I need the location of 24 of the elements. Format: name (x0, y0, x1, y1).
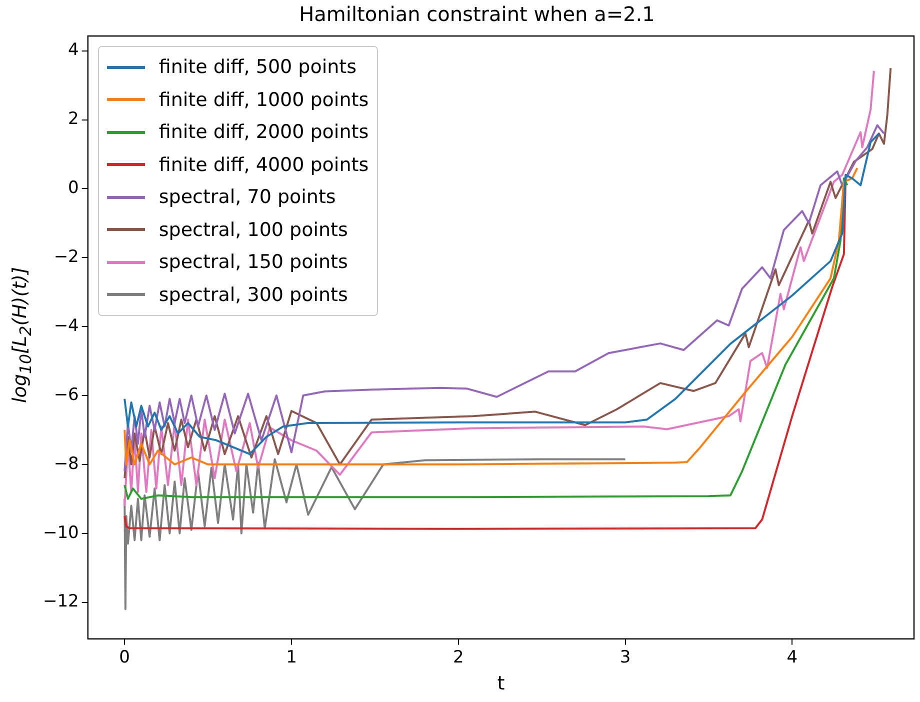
legend-label: finite diff, 4000 points (158, 154, 369, 176)
y-tick-label: −4 (54, 316, 79, 336)
y-tick-label: 4 (68, 40, 79, 60)
legend-label: spectral, 100 points (158, 218, 348, 241)
x-tick-label: 0 (119, 647, 130, 668)
y-tick-label: 0 (68, 178, 79, 198)
y-tick-label: −2 (54, 247, 79, 268)
y-tick-label: −6 (54, 384, 79, 405)
chart-title: Hamiltonian constraint when a=2.1 (299, 2, 655, 26)
x-axis-title: t (497, 672, 505, 695)
y-tick-label: −10 (42, 522, 79, 543)
y-tick-label: −12 (42, 592, 79, 612)
legend-label: spectral, 70 points (158, 186, 336, 208)
legend-label: finite diff, 1000 points (158, 88, 369, 111)
y-tick-label: −8 (54, 454, 79, 474)
x-tick-label: 2 (452, 647, 464, 668)
y-tick-label: 2 (68, 109, 79, 130)
legend-label: spectral, 150 points (158, 251, 348, 274)
legend-label: finite diff, 500 points (158, 56, 357, 78)
x-tick-label: 4 (786, 647, 798, 668)
legend-label: finite diff, 2000 points (158, 121, 369, 144)
x-tick-label: 3 (620, 647, 631, 668)
legend-label: spectral, 300 points (158, 284, 348, 306)
x-tick-label: 1 (286, 647, 297, 668)
